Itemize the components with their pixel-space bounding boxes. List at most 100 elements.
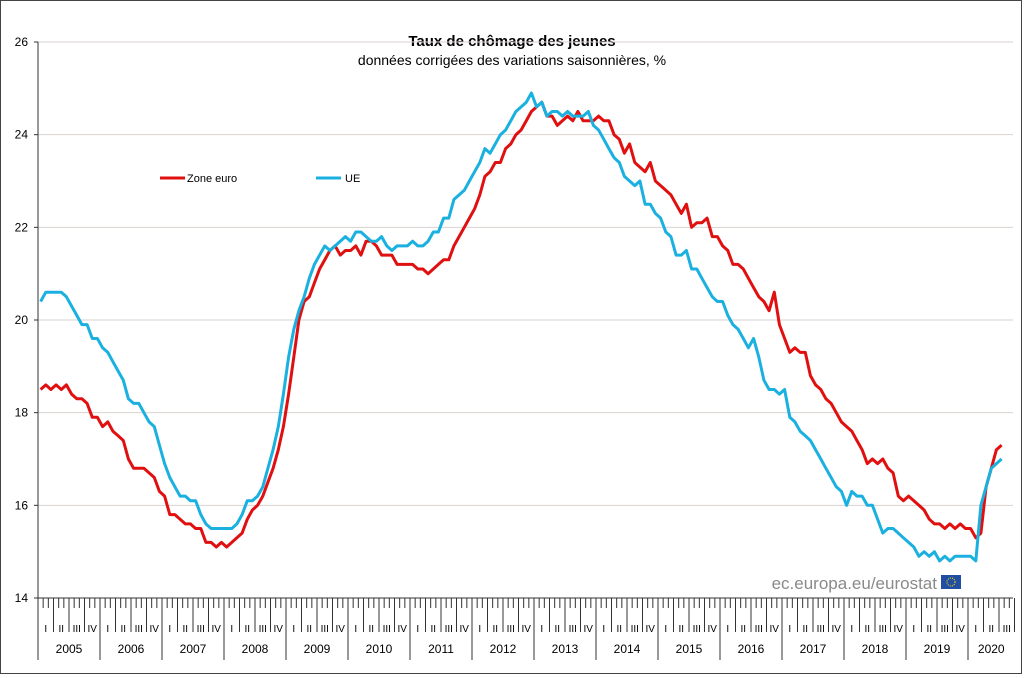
- quarter-label: II: [244, 624, 250, 635]
- quarter-label: I: [788, 624, 791, 635]
- legend-label-zone-euro: Zone euro: [187, 173, 237, 185]
- y-tick-label: 22: [15, 220, 29, 234]
- quarter-label: IV: [832, 624, 842, 635]
- quarter-label: II: [430, 624, 436, 635]
- quarter-label: IV: [770, 624, 780, 635]
- series-line-zone-euro: [39, 100, 1003, 549]
- quarter-label: IV: [88, 624, 98, 635]
- year-label: 2018: [862, 642, 889, 656]
- quarter-label: II: [802, 624, 808, 635]
- year-label: 2007: [180, 642, 207, 656]
- quarter-label: IV: [584, 624, 594, 635]
- quarter-label: II: [58, 624, 64, 635]
- year-label: 2005: [56, 642, 83, 656]
- quarter-label: II: [182, 624, 188, 635]
- y-tick-label: 20: [15, 313, 29, 327]
- quarter-label: IV: [646, 624, 656, 635]
- quarter-label: I: [850, 624, 853, 635]
- quarter-label: III: [693, 624, 701, 635]
- quarter-label: II: [120, 624, 126, 635]
- year-label: 2011: [428, 642, 454, 656]
- quarter-label: IV: [274, 624, 284, 635]
- quarter-label: III: [197, 624, 205, 635]
- quarter-label: IV: [212, 624, 222, 635]
- quarter-label: III: [755, 624, 763, 635]
- year-label: 2013: [552, 642, 579, 656]
- quarter-label: III: [1003, 624, 1011, 635]
- year-label: 2012: [490, 642, 517, 656]
- year-label: 2019: [924, 642, 951, 656]
- quarter-label: III: [135, 624, 143, 635]
- y-tick-label: 18: [15, 406, 29, 420]
- series-line-ue: [39, 91, 1003, 563]
- y-tick-label: 26: [15, 35, 29, 49]
- quarter-label: I: [602, 624, 605, 635]
- eurostat-logo: ec.europa.eu/eurostat: [772, 574, 961, 593]
- quarter-label: III: [507, 624, 515, 635]
- quarter-label: IV: [398, 624, 408, 635]
- quarter-label: III: [941, 624, 949, 635]
- quarter-label: IV: [522, 624, 532, 635]
- y-tick-label: 16: [15, 498, 29, 512]
- quarter-label: II: [988, 624, 994, 635]
- quarter-label: II: [368, 624, 374, 635]
- quarter-label: I: [974, 624, 977, 635]
- quarter-label: II: [926, 624, 932, 635]
- quarter-label: IV: [956, 624, 966, 635]
- eu-flag-icon: [941, 575, 961, 589]
- quarter-label: I: [912, 624, 915, 635]
- quarter-label: III: [879, 624, 887, 635]
- quarter-label: III: [383, 624, 391, 635]
- quarter-label: III: [569, 624, 577, 635]
- quarter-label: III: [73, 624, 81, 635]
- legend: Zone euro UE: [160, 173, 360, 185]
- quarter-label: I: [168, 624, 171, 635]
- quarter-label: II: [554, 624, 560, 635]
- chart-subtitle: données corrigées des variations saisonn…: [358, 52, 666, 68]
- quarter-label: I: [292, 624, 295, 635]
- year-label: 2006: [118, 642, 145, 656]
- quarter-label: III: [631, 624, 639, 635]
- quarter-label: II: [864, 624, 870, 635]
- quarter-label: I: [664, 624, 667, 635]
- quarter-label: II: [740, 624, 746, 635]
- quarter-label: I: [44, 624, 47, 635]
- quarter-label: I: [540, 624, 543, 635]
- year-label: 2017: [800, 642, 827, 656]
- quarter-label: IV: [708, 624, 718, 635]
- quarter-label: IV: [336, 624, 346, 635]
- source-label: ec.europa.eu/eurostat: [772, 574, 938, 593]
- y-tick-label: 24: [15, 128, 29, 142]
- quarter-label: IV: [460, 624, 470, 635]
- year-label: 2015: [676, 642, 703, 656]
- legend-label-ue: UE: [345, 173, 360, 185]
- quarter-label: IV: [150, 624, 160, 635]
- year-label: 2016: [738, 642, 765, 656]
- quarter-label: I: [230, 624, 233, 635]
- year-label: 2010: [366, 642, 393, 656]
- quarter-label: III: [445, 624, 453, 635]
- quarter-label: II: [616, 624, 622, 635]
- y-axis: 14 16 18 20 22 24 26: [15, 35, 39, 605]
- eu-stars-icon: [946, 577, 956, 587]
- year-label: 2008: [242, 642, 269, 656]
- quarter-label: I: [416, 624, 419, 635]
- quarter-label: III: [817, 624, 825, 635]
- quarter-label: I: [354, 624, 357, 635]
- quarter-label: III: [321, 624, 329, 635]
- year-label: 2009: [304, 642, 331, 656]
- quarter-label: I: [478, 624, 481, 635]
- quarter-label: I: [106, 624, 109, 635]
- quarter-label: I: [726, 624, 729, 635]
- series-lines: [39, 91, 1003, 563]
- quarter-label: II: [492, 624, 498, 635]
- quarter-label: III: [259, 624, 267, 635]
- quarter-label: IV: [894, 624, 904, 635]
- year-label: 2020: [978, 642, 1005, 656]
- gridlines: [38, 41, 1013, 506]
- quarter-label: II: [306, 624, 312, 635]
- y-tick-label: 14: [15, 591, 29, 605]
